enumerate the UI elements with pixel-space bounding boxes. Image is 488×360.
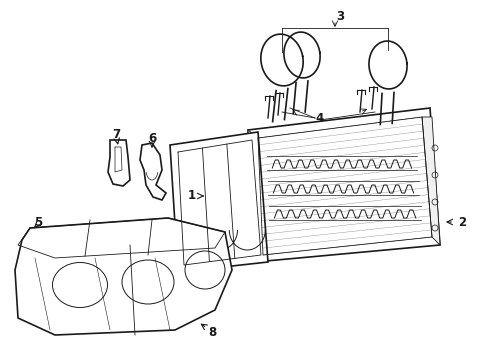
Text: 7: 7 [112,127,120,140]
Text: 4: 4 [315,112,324,125]
Polygon shape [247,130,263,262]
Polygon shape [108,140,130,186]
Text: 1: 1 [187,189,196,202]
Text: 6: 6 [147,131,156,144]
Polygon shape [170,132,267,272]
Text: 2: 2 [457,216,465,229]
Polygon shape [247,108,439,262]
Text: 3: 3 [335,9,344,23]
Text: 5: 5 [34,216,42,229]
Polygon shape [15,218,231,335]
Polygon shape [140,143,165,200]
Text: 8: 8 [207,325,216,338]
Polygon shape [421,117,439,245]
